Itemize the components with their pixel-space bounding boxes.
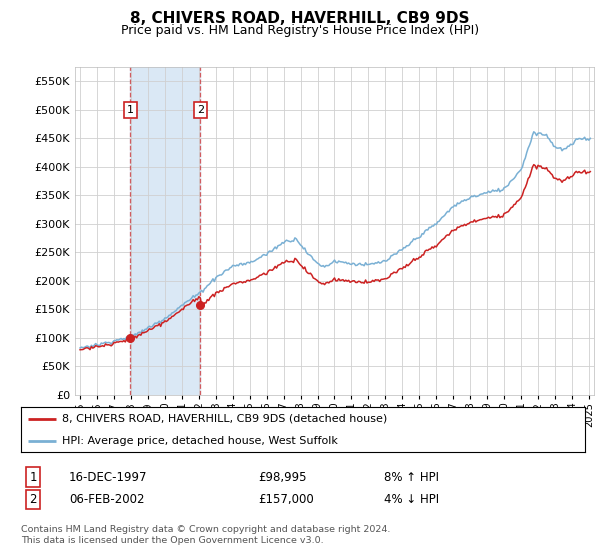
Text: 8% ↑ HPI: 8% ↑ HPI	[384, 470, 439, 484]
Text: £157,000: £157,000	[258, 493, 314, 506]
Text: 4% ↓ HPI: 4% ↓ HPI	[384, 493, 439, 506]
Text: Price paid vs. HM Land Registry's House Price Index (HPI): Price paid vs. HM Land Registry's House …	[121, 24, 479, 36]
Text: 1: 1	[127, 105, 134, 115]
Text: £98,995: £98,995	[258, 470, 307, 484]
Text: 2: 2	[197, 105, 204, 115]
Text: Contains HM Land Registry data © Crown copyright and database right 2024.
This d: Contains HM Land Registry data © Crown c…	[21, 525, 391, 545]
Text: HPI: Average price, detached house, West Suffolk: HPI: Average price, detached house, West…	[62, 436, 337, 446]
Text: 16-DEC-1997: 16-DEC-1997	[69, 470, 148, 484]
Text: 8, CHIVERS ROAD, HAVERHILL, CB9 9DS: 8, CHIVERS ROAD, HAVERHILL, CB9 9DS	[130, 11, 470, 26]
Text: 1: 1	[29, 470, 37, 484]
Text: 2: 2	[29, 493, 37, 506]
Bar	[130, 67, 200, 395]
Text: 8, CHIVERS ROAD, HAVERHILL, CB9 9DS (detached house): 8, CHIVERS ROAD, HAVERHILL, CB9 9DS (det…	[62, 414, 387, 424]
Text: 06-FEB-2002: 06-FEB-2002	[69, 493, 145, 506]
